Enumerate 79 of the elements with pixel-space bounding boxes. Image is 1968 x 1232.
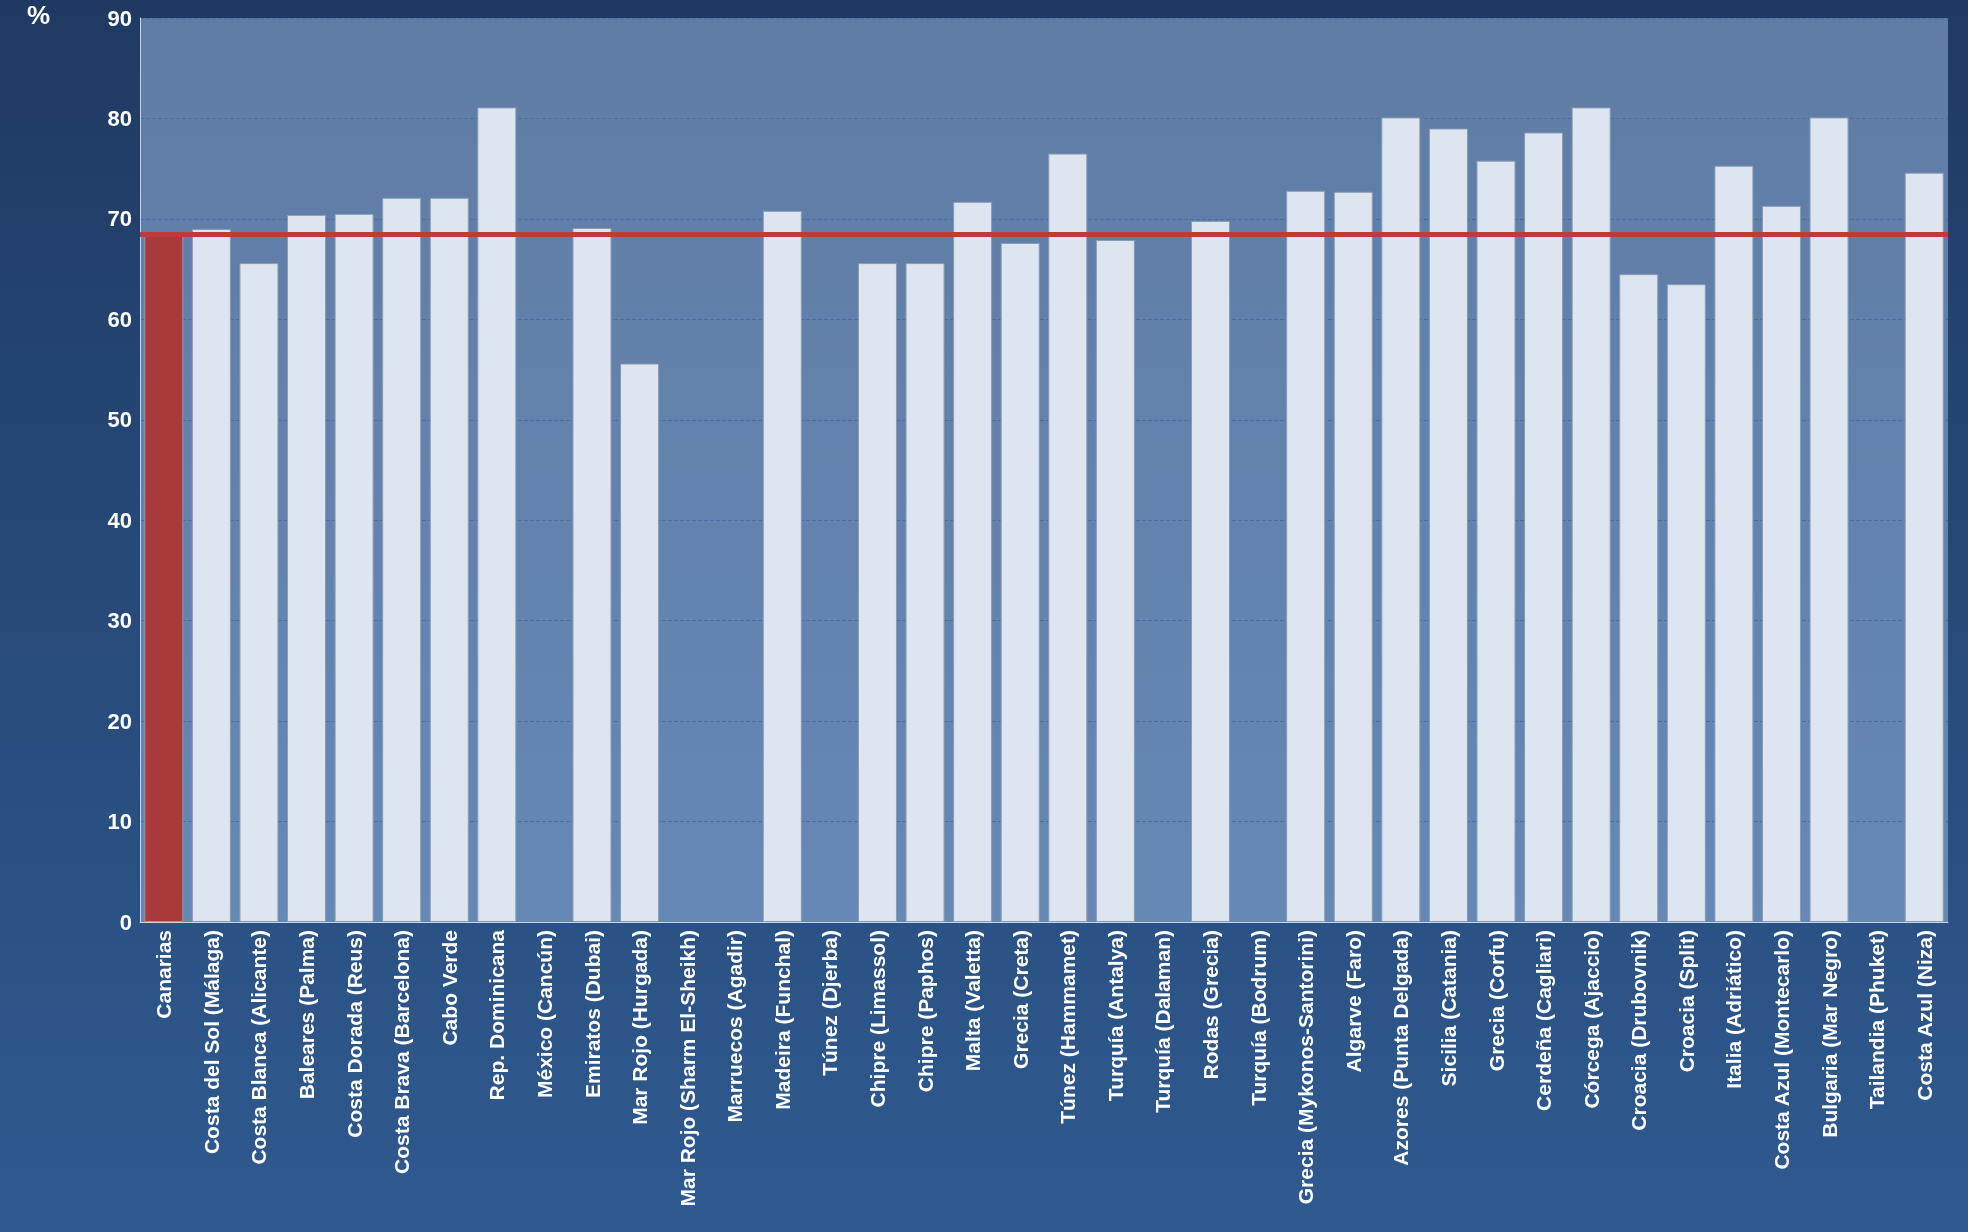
x-tick-label: Croacia (Drubovnik) xyxy=(1627,930,1651,1131)
x-tick-label: Costa Azul (Montecarlo) xyxy=(1769,930,1793,1170)
x-tick-label: Chipre (Limassol) xyxy=(865,930,889,1108)
x-tick-label: Tailandia (Phuket) xyxy=(1865,930,1889,1110)
bar xyxy=(1476,160,1516,922)
x-tick-label: Grecia (Mykonos-Santorini) xyxy=(1294,930,1318,1205)
bar xyxy=(1428,128,1468,922)
y-tick-label: 60 xyxy=(107,306,132,332)
bar xyxy=(1286,190,1326,922)
bar xyxy=(1904,172,1944,922)
x-tick-label: Costa Dorada (Reus) xyxy=(342,930,366,1138)
x-tick-label: Baleares (Palma) xyxy=(295,930,319,1100)
bar xyxy=(1666,284,1706,922)
bar xyxy=(429,197,469,922)
x-tick-label: Rodas (Grecia) xyxy=(1199,930,1223,1080)
bar xyxy=(572,227,612,922)
x-tick-label: Cabo Verde xyxy=(437,930,461,1046)
bar xyxy=(857,263,897,922)
x-tick-label: Azores (Punta Delgada) xyxy=(1389,930,1413,1166)
x-tick-label: Córcega (Ajaccio) xyxy=(1579,930,1603,1109)
bar xyxy=(334,213,374,922)
y-tick-label: 90 xyxy=(107,5,132,31)
x-tick-label: Rep. Dominicana xyxy=(485,929,509,1101)
x-tick-label: Cerdeña (Cagliari) xyxy=(1532,930,1556,1111)
x-tick-label: Grecia (Creta) xyxy=(1008,930,1032,1069)
bar xyxy=(1048,153,1088,922)
y-axis-title: % xyxy=(26,0,50,30)
x-tick-label: Canarias xyxy=(152,930,176,1019)
x-tick-label: Malta (Valetta) xyxy=(961,930,985,1072)
y-tick-label: 40 xyxy=(107,507,132,533)
bar xyxy=(762,210,802,922)
x-tick-label: Costa Azul (Niza) xyxy=(1912,930,1936,1101)
y-tick-label: 0 xyxy=(119,909,132,935)
x-tick-label: México (Cancún) xyxy=(532,930,556,1099)
bar xyxy=(1524,132,1564,922)
bar xyxy=(953,201,993,922)
y-tick-label: 50 xyxy=(107,407,132,433)
x-tick-label: Croacia (Split) xyxy=(1674,930,1698,1073)
x-tick-label: Turquía (Dalaman) xyxy=(1151,930,1175,1113)
x-tick-label: Grecia (Corfu) xyxy=(1484,930,1508,1072)
x-tick-label: Italia (Adriático) xyxy=(1722,930,1746,1089)
bar xyxy=(477,107,517,922)
y-tick-label: 70 xyxy=(107,206,132,232)
bar xyxy=(287,214,327,922)
bar xyxy=(382,197,422,922)
x-tick-label: Turquía (Antalya) xyxy=(1103,930,1127,1102)
bar xyxy=(1619,274,1659,922)
x-tick-label: Mar Rojo (Hurgada) xyxy=(628,930,652,1125)
x-tick-label: Costa Blanca (Alicante) xyxy=(247,930,271,1165)
x-tick-label: Costa del Sol (Málaga) xyxy=(199,930,223,1155)
y-tick-label: 10 xyxy=(107,809,132,835)
bar xyxy=(191,228,231,922)
x-tick-label: Túnez (Djerba) xyxy=(818,930,842,1076)
bar xyxy=(1000,243,1040,922)
x-tick-label: Bulgaria (Mar Negro) xyxy=(1817,930,1841,1138)
bar xyxy=(905,263,945,922)
bar xyxy=(1333,191,1373,922)
x-tick-label: Marruecos (Agadir) xyxy=(723,930,747,1123)
bar xyxy=(1381,117,1421,922)
y-tick-label: 30 xyxy=(107,608,132,634)
bar xyxy=(1571,107,1611,922)
x-tick-label: Mar Rojo (Sharm El-Sheikh) xyxy=(675,930,699,1207)
x-tick-label: Sicilia (Catania) xyxy=(1436,930,1460,1087)
bar xyxy=(1191,220,1231,922)
y-tick-label: 80 xyxy=(107,105,132,131)
bar xyxy=(1714,165,1754,922)
x-tick-label: Túnez (Hammamet) xyxy=(1056,930,1080,1124)
y-tick-label: 20 xyxy=(107,708,132,734)
x-tick-label: Algarve (Faro) xyxy=(1341,930,1365,1073)
x-tick-label: Turquía (Bodrum) xyxy=(1246,930,1270,1106)
bar xyxy=(1809,117,1849,922)
x-tick-label: Emiratos (Dubai) xyxy=(580,930,604,1099)
bar xyxy=(239,263,279,922)
bar xyxy=(1095,239,1135,922)
x-tick-label: Chipre (Paphos) xyxy=(913,930,937,1093)
x-tick-label: Costa Brava (Barcelona) xyxy=(390,930,414,1174)
bar xyxy=(620,363,660,922)
bar xyxy=(1761,205,1801,922)
x-tick-label: Madeira (Funchal) xyxy=(770,930,794,1110)
